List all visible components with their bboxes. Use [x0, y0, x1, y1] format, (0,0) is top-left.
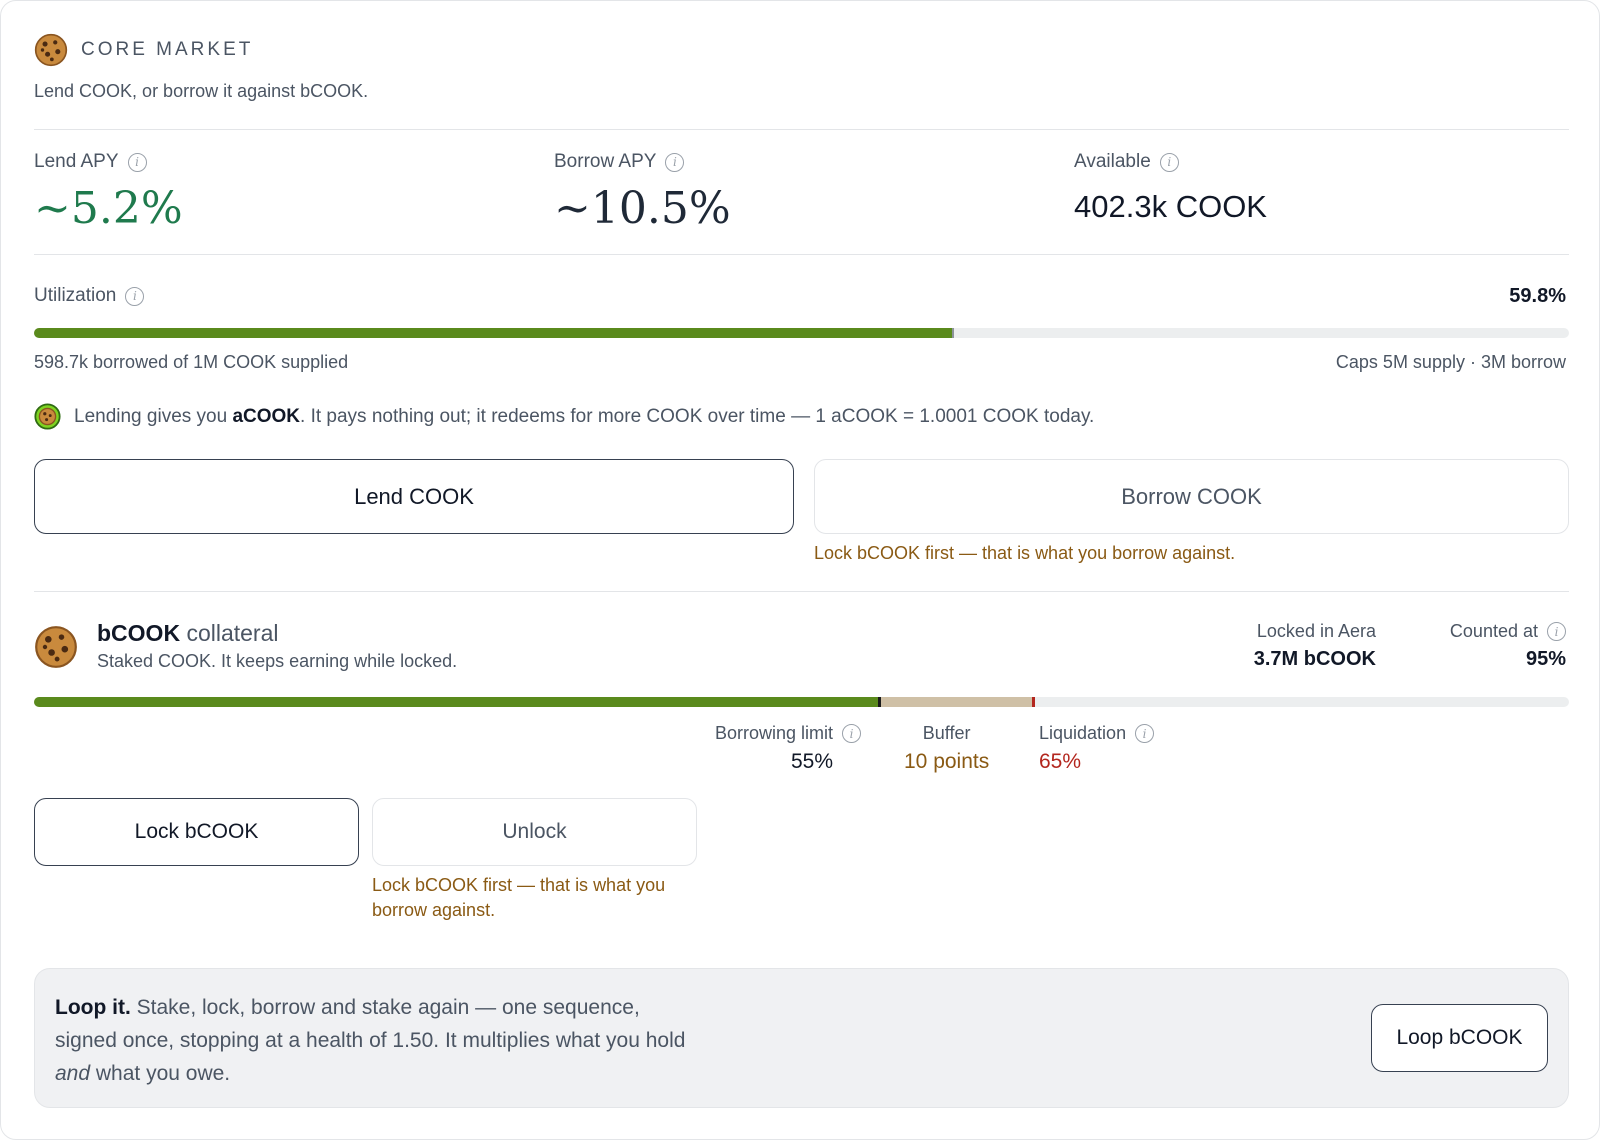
stat-available: Available i 402.3k COOK: [1074, 151, 1267, 225]
cookie-icon: [35, 626, 77, 668]
lend-button[interactable]: Lend COOK: [34, 459, 794, 534]
utilization-borrowed-note: 598.7k borrowed of 1M COOK supplied: [34, 352, 349, 372]
borrowing-limit-value: 55%: [790, 750, 833, 773]
utilization-caps-note: Caps 5M supply · 3M borrow: [1335, 352, 1566, 372]
info-icon[interactable]: i: [1135, 724, 1155, 743]
loop-button[interactable]: Loop bCOOK: [1371, 1004, 1548, 1072]
info-icon[interactable]: i: [1547, 622, 1566, 641]
stat-label: Lend APY: [34, 151, 119, 172]
lock-button[interactable]: Lock bCOOK: [34, 798, 359, 866]
collateral-token: bCOOK: [97, 620, 181, 646]
loop-title: Loop it.: [55, 996, 131, 1019]
utilization-fill: [34, 328, 952, 338]
utilization-bar: [34, 328, 1569, 338]
acook-coin-icon: [34, 403, 61, 430]
borrow-warning: Lock bCOOK first — that is what you borr…: [814, 543, 1236, 563]
locked-label: Locked in Aera: [1256, 621, 1376, 641]
utilization-value: 59.8%: [1509, 285, 1566, 307]
locked-amount: Locked in Aera 3.7M bCOOK: [1254, 621, 1376, 671]
loop-text-a: Stake, lock, borrow and stake again — on…: [55, 996, 686, 1052]
divider: [34, 129, 1569, 130]
buffer-value: 10 points: [904, 750, 990, 773]
divider: [34, 254, 1569, 255]
liquidation-value: 65%: [1039, 750, 1082, 773]
collateral-bar: [34, 697, 1569, 707]
divider: [34, 591, 1569, 592]
counted-value: 95%: [1525, 648, 1566, 670]
unlock-button[interactable]: Unlock: [372, 798, 697, 866]
stat-value: 402.3k COOK: [1074, 189, 1267, 224]
buffer: Buffer 10 points: [904, 723, 989, 774]
acook-explainer: Lending gives you aCOOK. It pays nothing…: [34, 403, 1094, 430]
collateral-title-suffix: collateral: [180, 620, 279, 646]
locked-value: 3.7M bCOOK: [1253, 648, 1376, 670]
utilization-marker: [951, 328, 954, 338]
liquidation: Liquidation i 65%: [1039, 723, 1155, 774]
loop-callout: Loop it. Stake, lock, borrow and stake a…: [34, 968, 1569, 1108]
card-header: CORE MARKET: [34, 33, 253, 67]
unlock-warning: Lock bCOOK first — that is what you borr…: [372, 875, 666, 920]
info-icon[interactable]: i: [1159, 152, 1179, 172]
card-subtitle: Lend COOK, or borrow it against bCOOK.: [34, 81, 369, 101]
borrowing-limit-fill: [34, 697, 879, 707]
stat-borrow-apy: Borrow APY i ~10.5%: [554, 151, 731, 234]
counted-at: Counted at i 95%: [1450, 621, 1566, 671]
info-icon[interactable]: i: [127, 152, 147, 172]
loop-text: Loop it. Stake, lock, borrow and stake a…: [55, 991, 695, 1090]
borrow-button[interactable]: Borrow COOK: [814, 459, 1569, 534]
counted-label: Counted at: [1449, 621, 1538, 641]
loop-text-em: and: [55, 1062, 91, 1085]
borrowing-limit: Borrowing limit i 55%: [715, 723, 861, 774]
buffer-label: Buffer: [922, 723, 971, 743]
acook-token: aCOOK: [232, 405, 301, 427]
liquidation-marker: [1031, 697, 1035, 707]
stat-lend-apy: Lend APY i ~5.2%: [34, 151, 183, 234]
borrowing-limit-marker: [878, 697, 882, 707]
stat-label: Available: [1074, 151, 1151, 172]
info-icon[interactable]: i: [665, 152, 685, 172]
acook-suffix: . It pays nothing out; it redeems for mo…: [300, 405, 1095, 427]
utilization-label-text: Utilization: [34, 285, 117, 306]
collateral-title: bCOOK collateral: [97, 620, 279, 647]
stat-label: Borrow APY: [554, 151, 657, 172]
stat-value: ~10.5%: [554, 183, 731, 234]
eyebrow-title: CORE MARKET: [81, 39, 254, 60]
buffer-fill: [878, 697, 1032, 707]
info-icon[interactable]: i: [125, 286, 145, 306]
stat-value: ~5.2%: [34, 183, 183, 234]
info-icon[interactable]: i: [842, 724, 861, 743]
acook-prefix: Lending gives you: [74, 405, 233, 427]
utilization-label: Utilization i: [34, 285, 145, 307]
cookie-icon: [34, 33, 68, 67]
borrowing-limit-label: Borrowing limit: [714, 723, 833, 743]
liquidation-label: Liquidation: [1039, 723, 1127, 743]
collateral-subtitle: Staked COOK. It keeps earning while lock…: [97, 651, 458, 671]
loop-text-b: what you owe.: [90, 1062, 231, 1085]
